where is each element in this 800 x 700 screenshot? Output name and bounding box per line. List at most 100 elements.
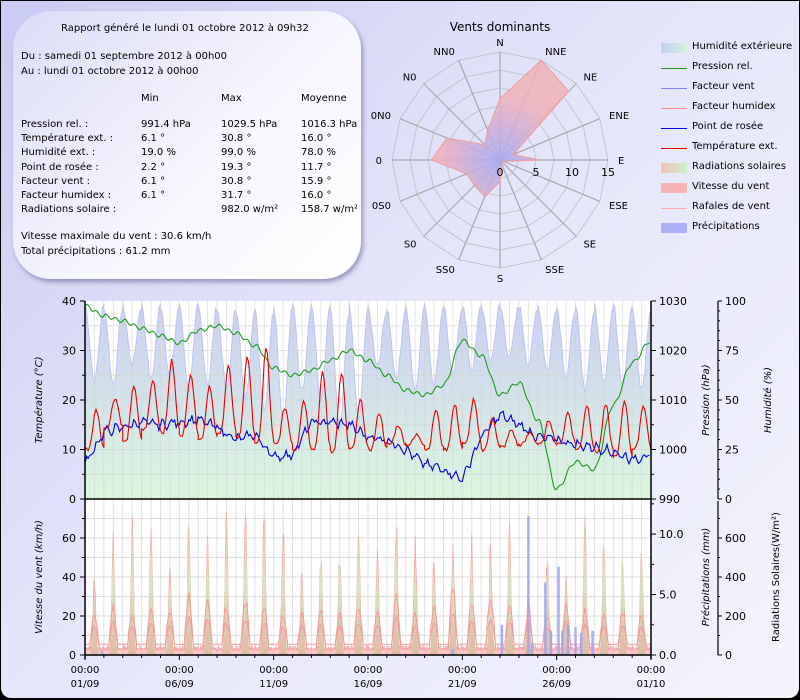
stat-min-value: 19.0 %	[141, 147, 176, 159]
wind-direction-label: S	[497, 274, 503, 285]
dew-point-line	[84, 410, 650, 482]
report-title: Rapport généré le lundi 01 octobre 2012 …	[61, 23, 309, 34]
stat-max-value: 19.3 °	[221, 161, 252, 173]
x-tick-time-label: 00:00	[71, 665, 100, 676]
solar-radiation-area	[85, 515, 651, 655]
stat-min-value: 2.2 °	[141, 161, 166, 173]
legend-area-swatch	[661, 183, 687, 193]
humidity-tick-label: 25	[725, 444, 739, 457]
column-header-max: Max	[221, 93, 242, 104]
stat-avg-value: 16.0 °	[301, 133, 332, 145]
legend-label: Température ext.	[692, 141, 778, 152]
stat-max-value: 30.8 °	[221, 133, 252, 145]
stat-max-value: 99.0 %	[221, 147, 256, 159]
precipitation-bar	[500, 624, 504, 655]
stat-min-value: 6.1 °	[141, 190, 166, 201]
stat-min-value: 6.1 °	[141, 175, 166, 187]
legend-label: Vitesse du vent	[692, 181, 770, 192]
stat-max-value: 1029.5 hPa	[221, 119, 278, 130]
stat-label: Humidité ext. :	[21, 147, 96, 159]
legend-area-swatch	[661, 223, 687, 233]
humidity-tick-label: 0	[725, 493, 732, 506]
stat-label: Facteur vent :	[21, 175, 91, 187]
precipitation-bar	[100, 651, 104, 655]
legend-line-swatch	[661, 148, 687, 149]
x-tick-date-label: 11/09	[259, 679, 288, 690]
legend-label: Facteur humidex	[692, 101, 776, 112]
precipitation-bar	[557, 566, 560, 655]
pressure-tick-label: 990	[659, 493, 680, 506]
temperature-tick-label: 0	[69, 493, 76, 506]
wind-direction-label: N	[496, 38, 503, 49]
precipitation-bar	[527, 515, 530, 655]
x-tick-time-label: 00:00	[165, 665, 194, 676]
humidity-tick-label: 100	[725, 295, 746, 308]
legend-area-swatch	[661, 43, 687, 53]
stat-avg-value: 78.0 %	[301, 147, 336, 159]
report-from-date: Du : samedi 01 septembre 2012 à 00h00	[21, 51, 228, 62]
stat-min-value: 6.1 °	[141, 133, 166, 145]
wind-direction-label: S0	[404, 239, 417, 250]
precipitation-bar	[549, 630, 553, 655]
pressure-axis-title: Pression (hPa)	[701, 364, 712, 435]
wind-speed-axis-title: Vitesse du vent (km/h)	[34, 520, 45, 634]
wind-direction-label: SSE	[545, 265, 564, 276]
pressure-tick-label: 1000	[659, 444, 687, 457]
radiation-axis-title: Radiations Solaires(W/m²)	[771, 512, 782, 642]
x-tick-date-label: 01/09	[71, 679, 100, 690]
stat-avg-value: 16.0 °	[301, 190, 332, 201]
stat-label: Radiations solaire :	[21, 204, 117, 216]
wind-speed-tick-label: 20	[62, 610, 76, 623]
wind-rose-title: Vents dominants	[450, 20, 551, 34]
wind-speed-tick-label: 0	[69, 649, 76, 662]
humidity-tick-label: 75	[725, 345, 739, 358]
wind-rose-tick-label: 15	[601, 166, 615, 179]
temperature-line	[84, 348, 652, 459]
max-wind-speed: Vitesse maximale du vent : 30.6 km/h	[21, 231, 212, 242]
wind-rose-spoke	[499, 159, 577, 237]
column-header-avg: Moyenne	[301, 93, 347, 104]
wind-rose-spoke	[499, 118, 601, 161]
legend-label: Humidité extérieure	[692, 41, 793, 52]
total-precipitation: Total précipitations : 61.2 mm	[21, 246, 171, 257]
x-tick-time-label: 00:00	[354, 665, 383, 676]
stat-max-value: 30.8 °	[221, 175, 252, 187]
wind-direction-label: 0	[376, 156, 382, 167]
precipitation-bar	[566, 624, 570, 655]
x-tick-date-label: 16/09	[354, 679, 383, 690]
wind-rose-tick-label: 10	[565, 166, 579, 179]
stat-max-value: 982.0 w/m²	[221, 204, 279, 216]
legend-line-swatch	[661, 108, 687, 109]
stat-avg-value: 1016.3 hPa	[301, 119, 357, 130]
legend-label: Radiations solaires	[692, 161, 786, 172]
wind-rose-spoke	[499, 159, 601, 202]
stat-max-value: 31.7 °	[221, 190, 252, 201]
pressure-tick-label: 1020	[659, 345, 687, 358]
radiation-tick-label: 400	[725, 571, 746, 584]
legend-label: Précipitations	[692, 221, 760, 232]
stat-avg-value: 158.7 w/m²	[301, 204, 357, 216]
precipitation-bar	[451, 648, 455, 655]
pressure-line	[84, 303, 650, 491]
x-tick-date-label: 06/09	[165, 679, 194, 690]
legend-label: Rafales de vent	[692, 201, 770, 212]
temperature-tick-label: 30	[62, 345, 76, 358]
x-tick-time-label: 00:00	[637, 665, 666, 676]
legend-label: Pression rel.	[692, 61, 753, 72]
x-tick-time-label: 00:00	[542, 665, 571, 676]
humidity-tick-label: 50	[725, 394, 739, 407]
wind-direction-label: SE	[583, 239, 596, 250]
precipitation-tick-label: 0.0	[659, 649, 677, 662]
stat-label: Facteur humidex :	[21, 190, 112, 201]
precipitation-bar	[530, 642, 534, 655]
precipitation-bar	[579, 633, 583, 655]
x-tick-date-label: 21/09	[448, 679, 477, 690]
stat-label: Pression rel. :	[21, 119, 89, 130]
temperature-tick-label: 10	[62, 444, 76, 457]
temperature-tick-label: 20	[62, 394, 76, 407]
legend-line-swatch	[661, 68, 687, 69]
x-tick-time-label: 00:00	[259, 665, 288, 676]
temperature-tick-label: 40	[62, 295, 76, 308]
pressure-tick-label: 1010	[659, 394, 687, 407]
